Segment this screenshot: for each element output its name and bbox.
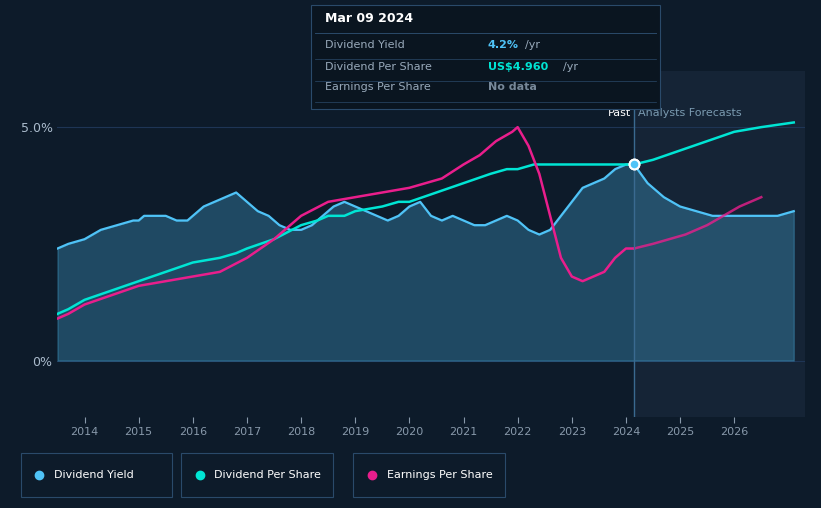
Text: /yr: /yr — [563, 61, 578, 72]
Text: Dividend Yield: Dividend Yield — [54, 470, 134, 480]
Text: Analysts Forecasts: Analysts Forecasts — [639, 108, 742, 118]
Text: Past: Past — [608, 108, 631, 118]
Text: Dividend Per Share: Dividend Per Share — [325, 61, 432, 72]
Text: Earnings Per Share: Earnings Per Share — [387, 470, 493, 480]
Text: No data: No data — [488, 82, 537, 92]
Text: Earnings Per Share: Earnings Per Share — [325, 82, 431, 92]
Text: Dividend Yield: Dividend Yield — [325, 40, 405, 50]
Text: /yr: /yr — [525, 40, 540, 50]
Text: US$4.960: US$4.960 — [488, 61, 548, 72]
Text: Mar 09 2024: Mar 09 2024 — [325, 12, 413, 25]
Text: Dividend Per Share: Dividend Per Share — [214, 470, 321, 480]
Text: 4.2%: 4.2% — [488, 40, 519, 50]
Bar — [634, 71, 805, 417]
